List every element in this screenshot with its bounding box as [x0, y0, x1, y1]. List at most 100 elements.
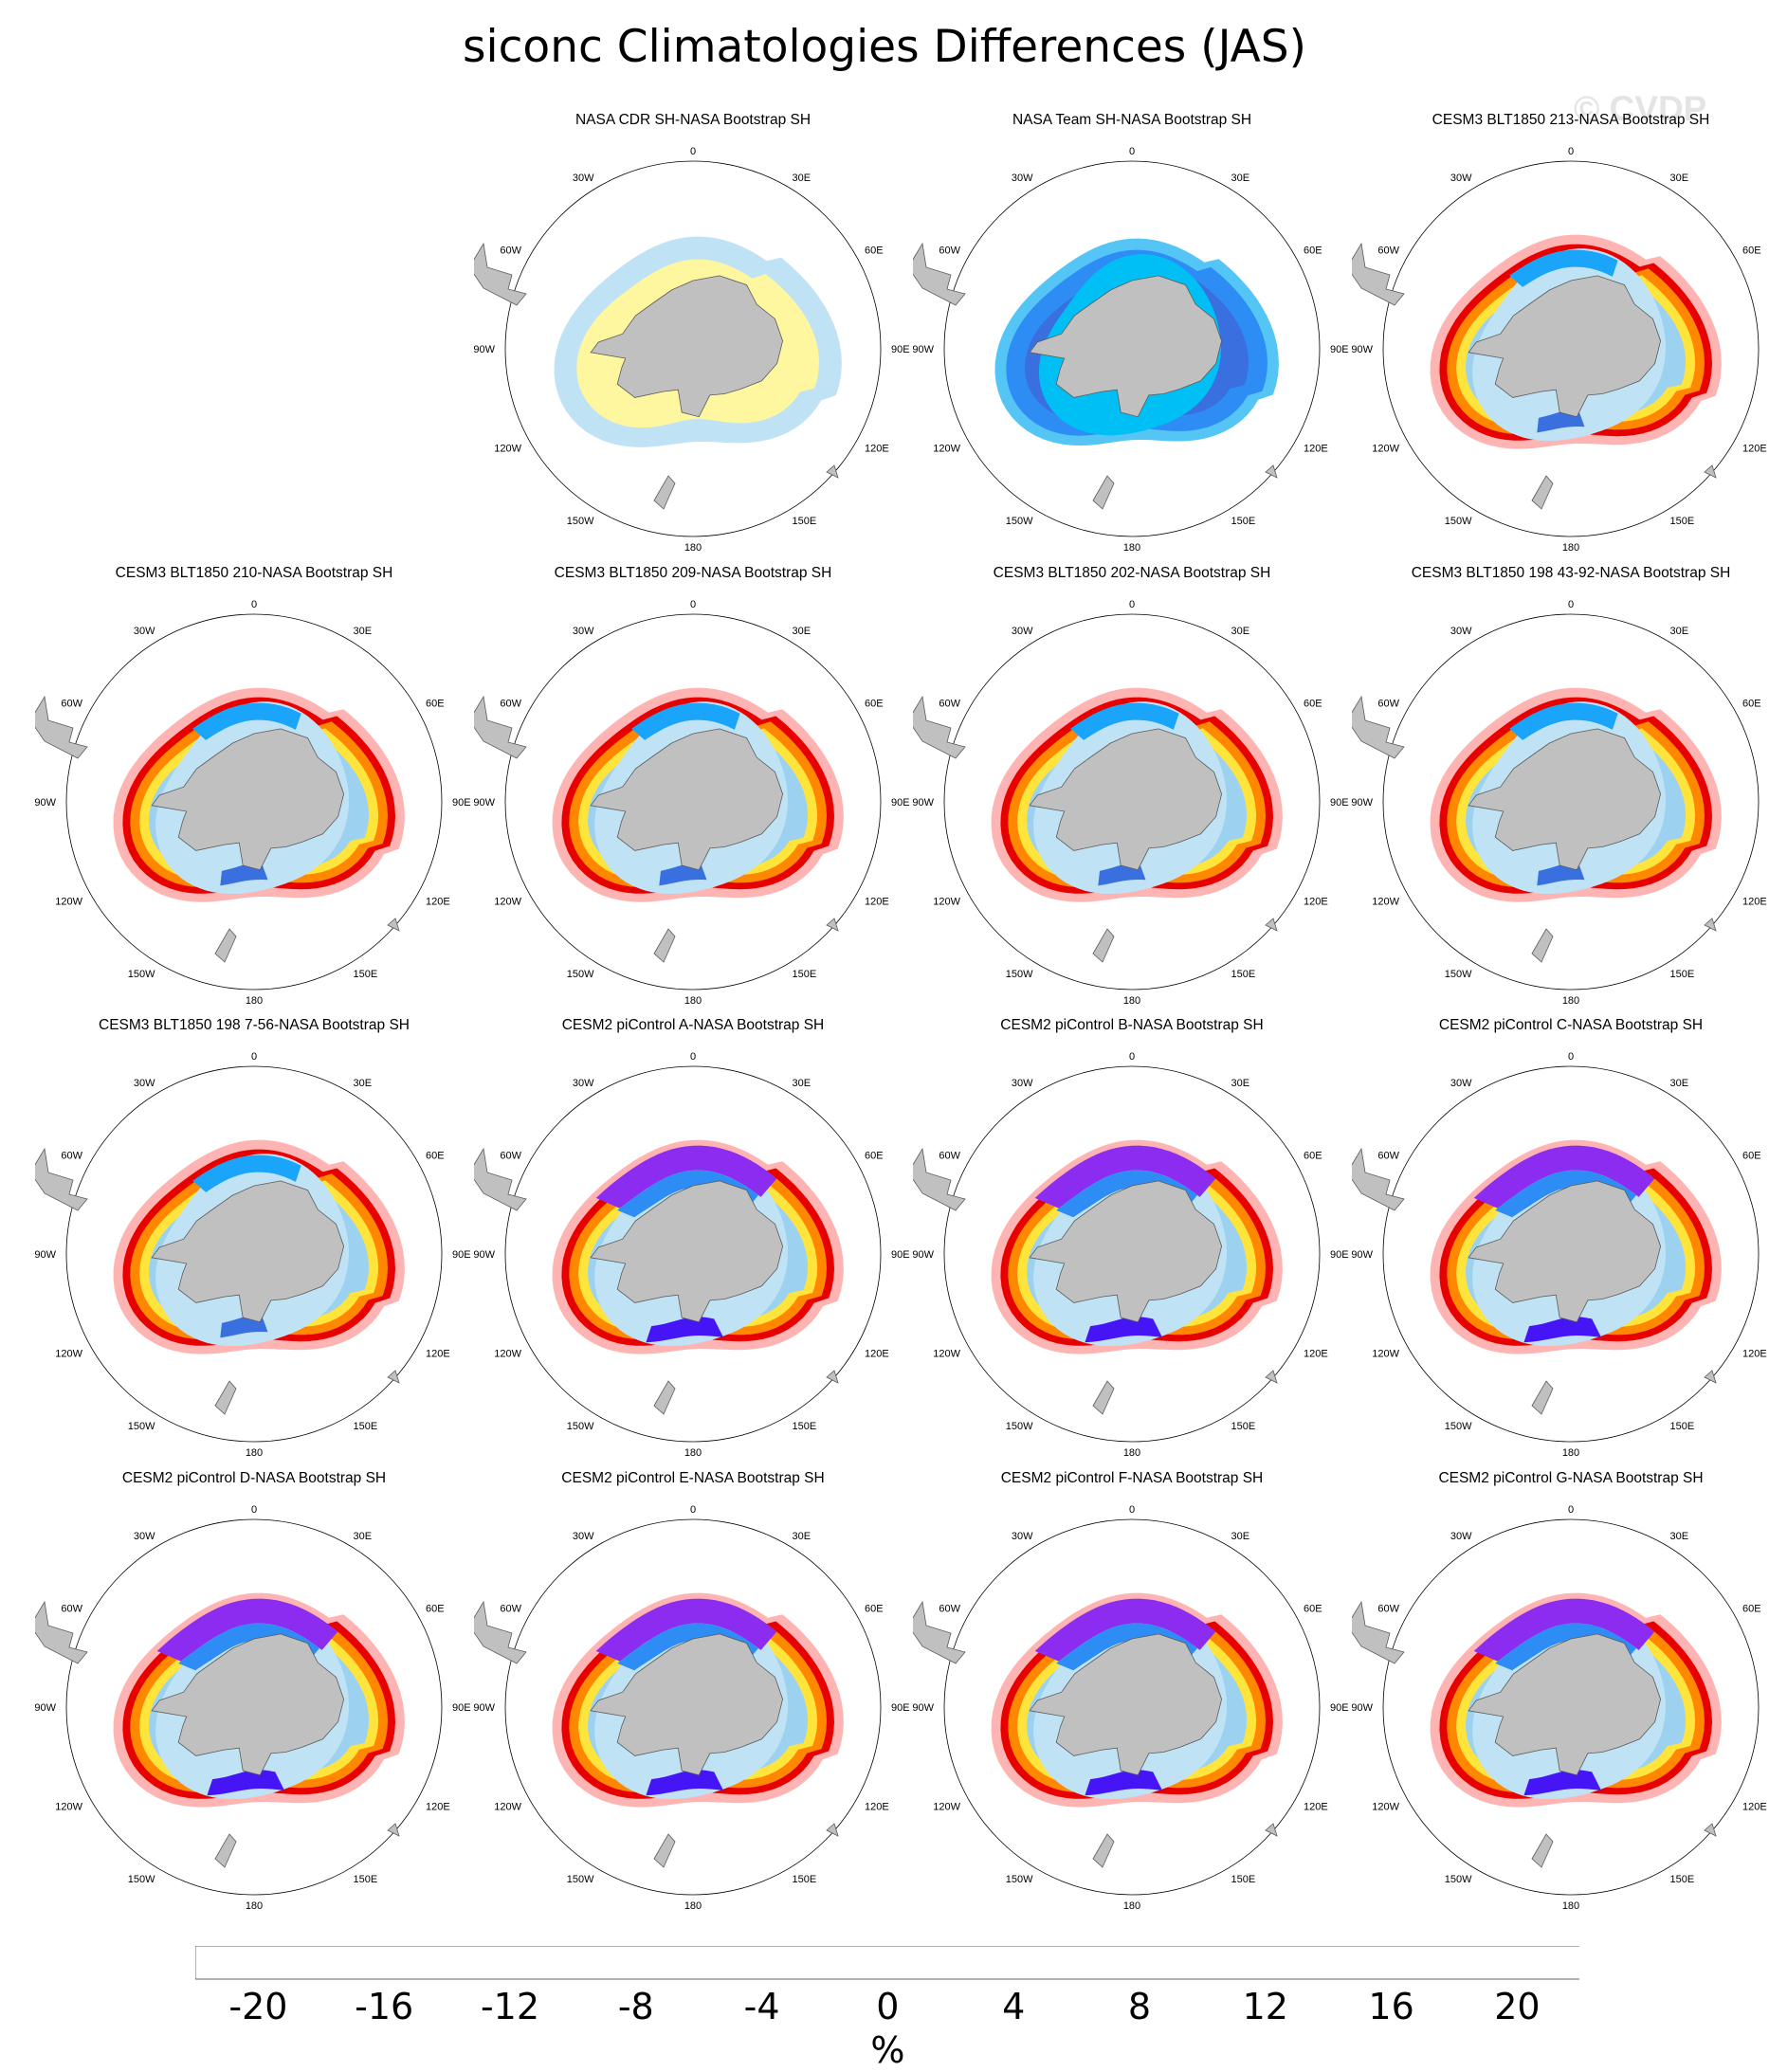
lon-label: 90E — [891, 797, 910, 809]
lon-label: 150E — [1231, 516, 1256, 527]
lon-label: 30W — [1450, 626, 1472, 637]
lon-label: 180 — [1562, 1447, 1579, 1459]
lon-label: 90W — [35, 1249, 57, 1261]
lon-label: 0 — [690, 146, 696, 157]
lon-label: 120E — [1304, 1802, 1328, 1813]
lon-label: 120W — [1372, 897, 1399, 908]
lon-label: 150E — [1231, 1421, 1256, 1432]
lon-label: 0 — [251, 1051, 257, 1063]
lon-label: 90E — [1330, 1249, 1349, 1261]
lon-label: 60W — [939, 1604, 960, 1615]
lon-label: 30W — [573, 1078, 594, 1089]
lon-label: 90W — [913, 1702, 935, 1714]
panel-title: CESM3 BLT1850 210-NASA Bootstrap SH — [115, 565, 393, 581]
lon-label: 30E — [1231, 173, 1250, 184]
lon-label: 30E — [1231, 1078, 1250, 1089]
south-america-landmass — [35, 1600, 88, 1664]
new-zealand-landmass — [1531, 928, 1554, 963]
panel-title: NASA Team SH-NASA Bootstrap SH — [1012, 112, 1252, 128]
lon-label: 180 — [684, 1447, 702, 1459]
weddell-deficit-band — [595, 1598, 777, 1662]
lon-label: 30E — [354, 626, 373, 637]
map-panel: CESM2 piControl G-NASA Bootstrap SH 0 30E 6… — [1352, 1470, 1769, 1916]
lon-label: 30E — [793, 626, 812, 637]
macquarie-landmass — [1704, 918, 1717, 932]
lon-label: 120E — [426, 897, 450, 908]
antarctica-landmass — [590, 728, 784, 871]
antarctica-landmass — [1468, 728, 1662, 871]
colorbar-tick-label: -20 — [228, 1986, 287, 2027]
macquarie-landmass — [1265, 1823, 1278, 1837]
lon-label: 90W — [35, 1702, 57, 1714]
lon-label: 90W — [474, 1702, 496, 1714]
lon-label: 120E — [1304, 444, 1328, 455]
lon-label: 90W — [913, 797, 935, 809]
map-panel: CESM3 BLT1850 209-NASA Bootstrap SH 0 30E 6… — [474, 565, 912, 1010]
lon-label: 90E — [1330, 797, 1349, 809]
lon-label: 30W — [1450, 1078, 1472, 1089]
colorbar-tick-label: 4 — [1002, 1986, 1025, 2027]
lon-label: 0 — [690, 1051, 696, 1063]
south-america-landmass — [35, 1147, 88, 1211]
new-zealand-landmass — [653, 475, 676, 510]
lon-label: 60W — [500, 699, 521, 710]
lon-label: 60W — [1377, 245, 1399, 257]
macquarie-landmass — [826, 918, 839, 932]
macquarie-landmass — [387, 1823, 400, 1837]
antarctica-landmass — [151, 1180, 345, 1323]
lon-label: 0 — [251, 599, 257, 610]
lon-label: 150E — [1670, 516, 1695, 527]
weddell-deficit-band — [1034, 1145, 1216, 1209]
lon-label: 90W — [1352, 1702, 1374, 1714]
lon-label: 60W — [61, 1604, 82, 1615]
antarctica-landmass — [590, 275, 784, 418]
lon-label: 90W — [913, 1249, 935, 1261]
lon-label: 120W — [55, 1802, 82, 1813]
lon-label: 30W — [1012, 1078, 1033, 1089]
lon-label: 30E — [1670, 1078, 1689, 1089]
new-zealand-landmass — [1092, 475, 1115, 510]
map-panel: NASA CDR SH-NASA Bootstrap SH 0 30E 60E 90E 1… — [474, 112, 912, 557]
map-panel: CESM3 BLT1850 213-NASA Bootstrap SH 0 30E 6… — [1352, 112, 1769, 557]
south-america-landmass — [474, 1600, 527, 1664]
lon-label: 0 — [1568, 1051, 1574, 1063]
lon-label: 120W — [933, 1349, 960, 1360]
lon-label: 90W — [1352, 797, 1374, 809]
lon-label: 60E — [865, 1604, 884, 1615]
panel-title: CESM3 BLT1850 198 43-92-NASA Bootstrap S… — [1411, 565, 1731, 581]
lon-label: 30W — [134, 1078, 155, 1089]
ross-deficit-band — [646, 1770, 723, 1796]
map-panel: CESM3 BLT1850 202-NASA Bootstrap SH 0 30E 6… — [913, 565, 1351, 1010]
south-america-landmass — [474, 242, 527, 306]
macquarie-landmass — [1265, 1370, 1278, 1384]
lon-label: 150W — [1006, 516, 1033, 527]
panel-title: CESM2 piControl C-NASA Bootstrap SH — [1438, 1017, 1704, 1033]
weddell-deficit-band — [156, 1598, 338, 1662]
lon-label: 90E — [891, 1702, 910, 1714]
lon-label: 90E — [452, 1249, 471, 1261]
lon-label: 60W — [1377, 1604, 1399, 1615]
lon-label: 180 — [1562, 542, 1579, 554]
colorbar-tick-label: -12 — [481, 1986, 539, 2027]
lon-label: 120W — [933, 444, 960, 455]
macquarie-landmass — [1704, 464, 1717, 479]
south-america-landmass — [1352, 1600, 1405, 1664]
lon-label: 60W — [939, 245, 960, 257]
lon-label: 180 — [1123, 995, 1140, 1007]
lon-label: 60W — [61, 1151, 82, 1162]
lon-label: 30W — [573, 173, 594, 184]
watermark: © CVDP — [1574, 89, 1707, 128]
panel-title: CESM2 piControl A-NASA Bootstrap SH — [561, 1017, 825, 1033]
lon-label: 150W — [567, 1874, 594, 1885]
lon-label: 150W — [567, 969, 594, 980]
panel-title: CESM3 BLT1850 209-NASA Bootstrap SH — [554, 565, 832, 581]
panel-title: CESM3 BLT1850 198 7-56-NASA Bootstrap SH — [99, 1017, 410, 1033]
lon-label: 150W — [1445, 1874, 1472, 1885]
lon-label: 120E — [1742, 1802, 1767, 1813]
south-america-landmass — [1352, 242, 1405, 306]
weddell-band — [1509, 702, 1618, 740]
